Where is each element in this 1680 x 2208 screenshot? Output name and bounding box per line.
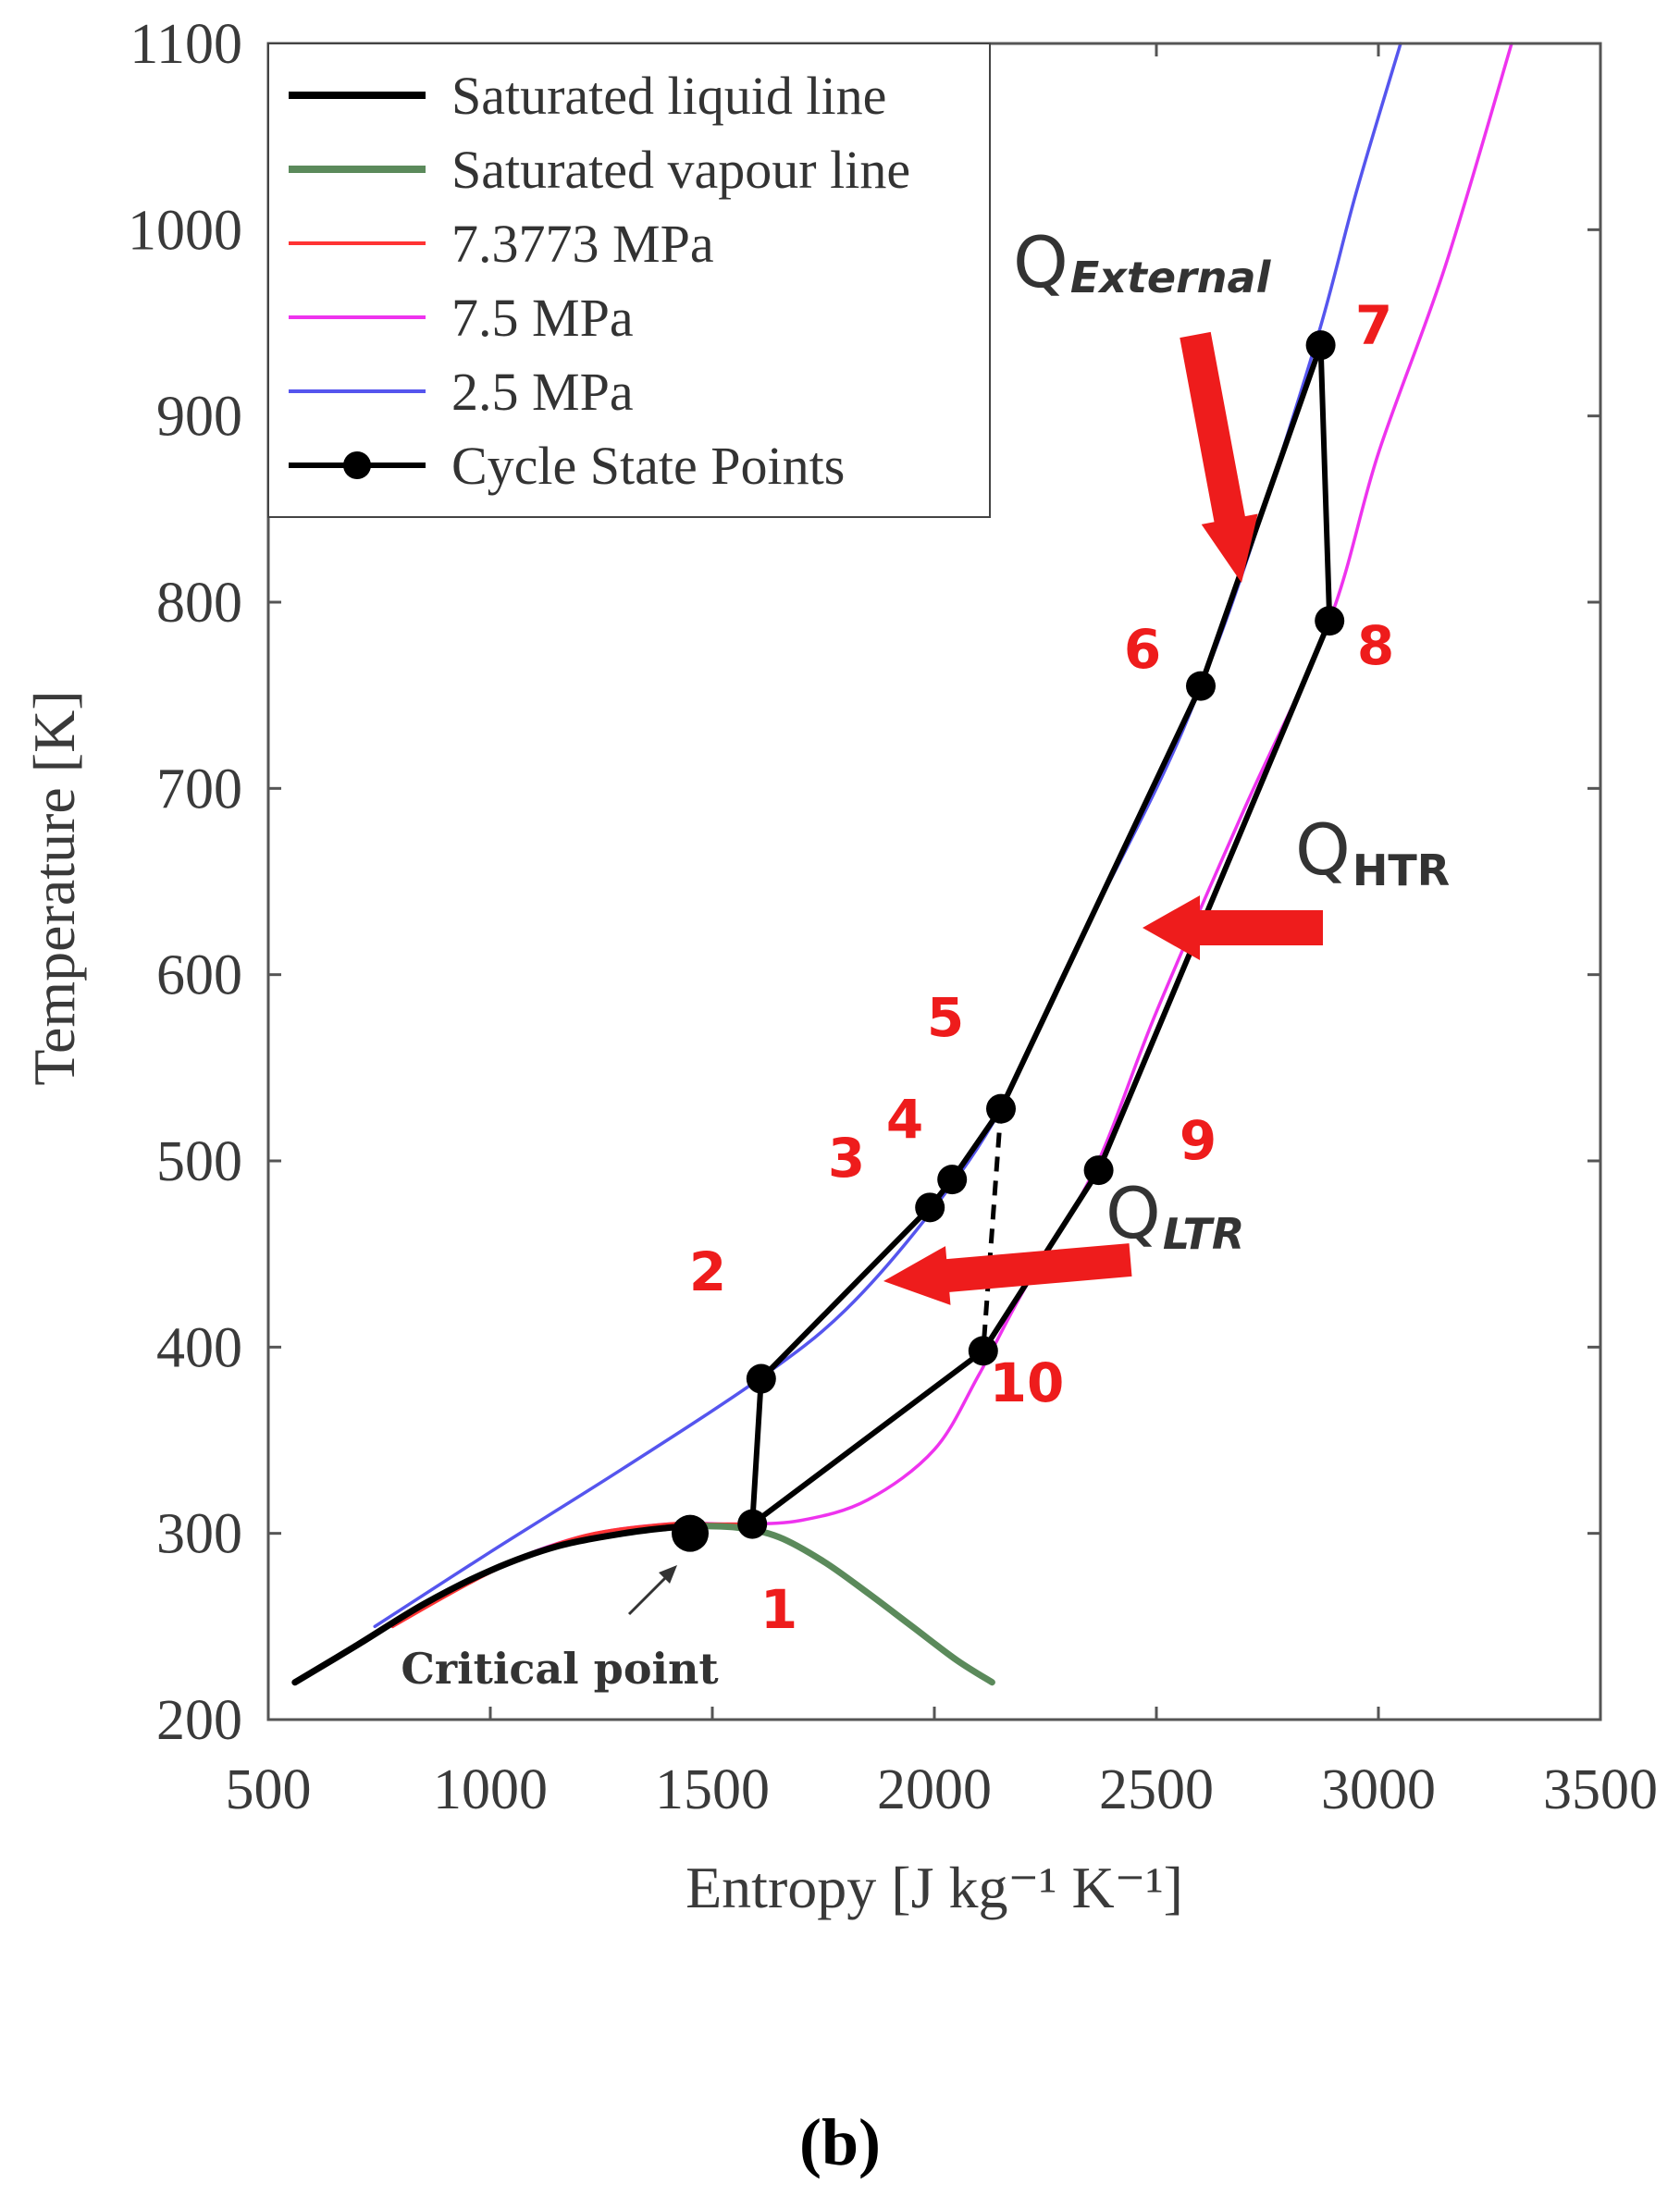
state-points [672, 330, 1345, 1552]
state-point-1 [737, 1509, 768, 1539]
legend-label: 7.3773 MPa [451, 214, 714, 274]
y-axis-title: Temperature [K] [21, 690, 87, 1085]
y-tick-label: 800 [156, 572, 242, 635]
series-saturated-liquid-line [291, 1523, 698, 1686]
legend-label: 7.5 MPa [451, 288, 634, 348]
state-point-6 [1186, 671, 1216, 701]
state-label-10: 10 [990, 1351, 1065, 1414]
x-tick-label: 3500 [1543, 1758, 1658, 1821]
legend-item: 7.5 MPa [289, 288, 634, 348]
critical-point-pointer [627, 1571, 673, 1616]
y-tick-label: 900 [156, 386, 242, 449]
y-tick-label: 400 [156, 1316, 242, 1379]
legend-item: 2.5 MPa [289, 362, 634, 422]
q-external-label: QExternal [1013, 221, 1272, 303]
state-point-10 [968, 1336, 998, 1366]
q-external-arrow [1180, 331, 1258, 583]
critical-point-arrowhead [659, 1565, 677, 1584]
state-label-3: 3 [828, 1127, 865, 1190]
x-axis-title: Entropy [J kg⁻¹ K⁻¹] [686, 1855, 1183, 1920]
state-label-4: 4 [886, 1088, 923, 1151]
state-point-3 [915, 1192, 945, 1223]
x-tick-label: 500 [226, 1758, 312, 1821]
state-label-8: 8 [1357, 614, 1394, 677]
svg-text:QExternal: QExternal [1013, 221, 1272, 303]
critical-point-annotation: Critical point [401, 1565, 719, 1694]
y-tick-label: 500 [156, 1130, 242, 1193]
x-tick-label: 2500 [1099, 1758, 1214, 1821]
legend-item: 7.3773 MPa [289, 214, 714, 274]
legend-item: Saturated vapour line [289, 140, 910, 200]
state-label-9: 9 [1180, 1109, 1217, 1172]
y-tick-label: 1100 [130, 13, 242, 76]
legend-marker [343, 451, 371, 479]
y-tick-label: 1000 [128, 199, 242, 262]
x-tick-label: 1500 [655, 1758, 770, 1821]
state-label-1: 1 [760, 1578, 797, 1641]
legend-item: Saturated liquid line [289, 66, 886, 126]
critical-point-marker [672, 1514, 709, 1552]
legend-label: Saturated liquid line [451, 66, 886, 126]
tick-labels: 500 1000 1500 2000 2500 3000 3500 200 300 400 500 6… [128, 13, 1658, 1821]
series-saturated-vapour-line [691, 1523, 995, 1686]
svg-text:QHTR: QHTR [1295, 808, 1450, 895]
heat-arrows [883, 331, 1323, 1305]
q-ltr-label: QLTR [1106, 1172, 1244, 1259]
bypass-dashed-line [981, 1108, 1004, 1351]
state-point-8 [1315, 606, 1345, 636]
state-point-4 [937, 1165, 968, 1195]
state-label-6: 6 [1124, 618, 1161, 681]
state-point-7 [1305, 330, 1336, 361]
q-htr-label: QHTR [1295, 808, 1450, 895]
q-ltr-arrow [883, 1243, 1132, 1305]
x-tick-label: 3000 [1321, 1758, 1436, 1821]
y-tick-label: 600 [156, 944, 242, 1007]
y-tick-label: 700 [156, 758, 242, 820]
state-point-2 [746, 1363, 776, 1394]
legend: Saturated liquid line Saturated vapour li… [267, 43, 991, 518]
x-tick-label: 1000 [433, 1758, 548, 1821]
state-label-7: 7 [1355, 294, 1392, 357]
state-point-5 [986, 1093, 1016, 1124]
state-label-5: 5 [927, 986, 964, 1049]
state-labels: 1 2 345 6 7 8 9 10 [689, 294, 1394, 1641]
critical-point-label: Critical point [401, 1644, 719, 1694]
state-label-2: 2 [689, 1240, 726, 1303]
legend-item: Cycle State Points [289, 436, 845, 496]
legend-label: 2.5 MPa [451, 362, 634, 422]
y-tick-label: 300 [156, 1503, 242, 1566]
legend-label: Cycle State Points [451, 436, 845, 496]
y-tick-label: 200 [156, 1689, 242, 1752]
legend-box [267, 43, 991, 518]
panel-label: (b) [799, 2105, 881, 2179]
legend-label: Saturated vapour line [451, 140, 910, 200]
q-htr-arrow [1143, 895, 1323, 960]
svg-text:QLTR: QLTR [1106, 1172, 1244, 1259]
state-point-9 [1083, 1155, 1114, 1186]
x-tick-label: 2000 [877, 1758, 992, 1821]
